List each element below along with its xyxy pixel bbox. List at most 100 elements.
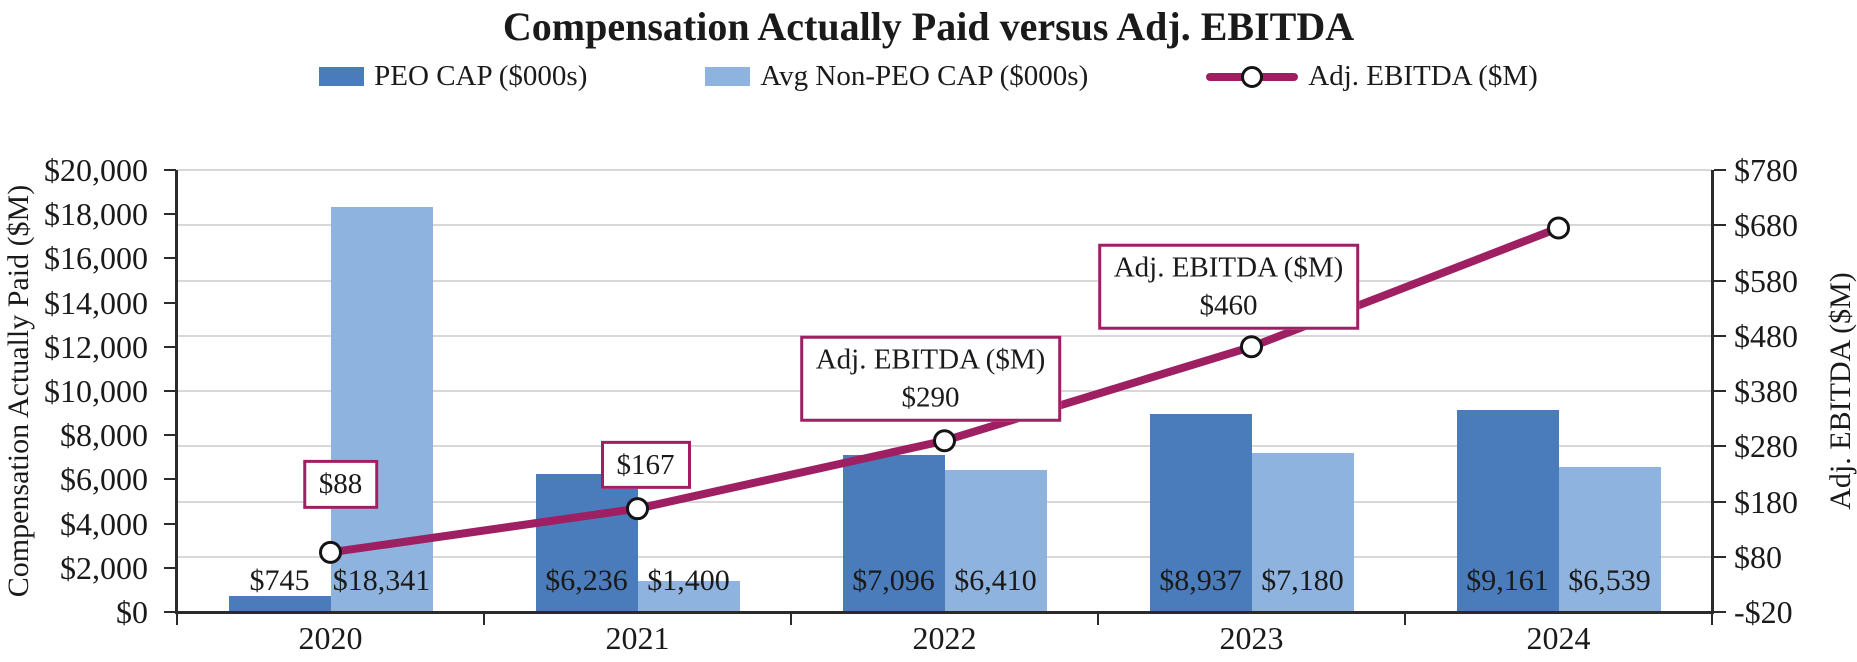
left-axis-tick xyxy=(164,345,176,348)
left-axis-tick-label: $4,000 xyxy=(60,505,148,542)
left-axis-tick xyxy=(164,169,176,171)
right-axis-tick xyxy=(1714,445,1726,448)
peo-cap-bar-2023 xyxy=(1149,414,1252,612)
right-axis-tick-label: $680 xyxy=(1734,207,1798,244)
left-axis-tick xyxy=(164,257,176,260)
x-axis-tick xyxy=(1097,613,1099,625)
x-axis-tick xyxy=(790,613,792,625)
left-axis-tick-label: $12,000 xyxy=(44,328,148,365)
peo-cap-value-label-2023: $8,937 xyxy=(1159,564,1242,597)
peo-cap-bar-swatch-icon xyxy=(319,67,365,86)
legend-item-ebitda: Adj. EBITDA ($M) xyxy=(1206,60,1538,93)
chart-title: Compensation Actually Paid versus Adj. E… xyxy=(502,4,1355,49)
non-peo-cap-value-label-2020: $18,341 xyxy=(332,564,431,597)
ebitda-marker xyxy=(626,497,649,521)
gridline xyxy=(177,279,1712,282)
peo-cap-value-label-2022: $7,096 xyxy=(852,564,935,597)
ebitda-callout-line: Adj. EBITDA ($M) xyxy=(815,343,1046,376)
right-axis-tick xyxy=(1714,390,1726,392)
legend-item-non-peo-cap: Avg Non-PEO CAP ($000s) xyxy=(705,60,1088,93)
right-axis-tick-label: $180 xyxy=(1734,483,1798,520)
legend-label-peo-cap: PEO CAP ($000s) xyxy=(374,60,588,92)
x-axis-label-2023: 2023 xyxy=(1219,620,1284,656)
right-axis-tick xyxy=(1714,224,1726,227)
right-axis-tick-label: $580 xyxy=(1734,262,1798,299)
ebitda-callout-line: $167 xyxy=(616,448,675,481)
right-axis-tick-label: $80 xyxy=(1734,538,1782,575)
right-axis-tick xyxy=(1714,500,1726,503)
non-peo-cap-value-label-2021: $1,400 xyxy=(647,564,730,597)
legend-label-non-peo-cap: Avg Non-PEO CAP ($000s) xyxy=(760,60,1089,92)
ebitda-callout-2022: Adj. EBITDA ($M) $290 xyxy=(799,335,1062,422)
ebitda-callout-line: $290 xyxy=(901,381,960,414)
left-axis-tick xyxy=(164,434,176,437)
non-peo-cap-value-label-2023: $7,180 xyxy=(1261,564,1344,597)
peo-cap-bar-2024 xyxy=(1456,409,1559,612)
peo-cap-bar-2022 xyxy=(842,455,945,612)
left-axis-tick xyxy=(164,390,176,392)
ebitda-line-marker-icon xyxy=(1206,65,1299,88)
peo-cap-bar-2021 xyxy=(535,474,638,612)
x-axis-tick xyxy=(1711,613,1713,625)
x-axis-label-2021: 2021 xyxy=(605,620,670,656)
non-peo-cap-bar-2024 xyxy=(1558,467,1661,612)
non-peo-cap-bar-swatch-icon xyxy=(705,67,751,86)
left-axis-tick xyxy=(164,213,176,216)
ebitda-callout-line: $460 xyxy=(1199,289,1258,322)
right-axis-tick xyxy=(1714,611,1726,613)
left-axis-tick-label: $6,000 xyxy=(60,461,148,498)
left-axis-line xyxy=(175,170,178,612)
right-axis-tick xyxy=(1714,334,1726,337)
left-axis-tick xyxy=(164,478,176,481)
x-axis-label-2022: 2022 xyxy=(912,620,977,656)
non-peo-cap-bar-2021 xyxy=(637,581,740,612)
non-peo-cap-bar-2023 xyxy=(1251,453,1354,612)
ebitda-marker xyxy=(1547,216,1570,240)
right-axis-line xyxy=(1711,170,1714,612)
left-axis-tick-label: $14,000 xyxy=(44,284,148,321)
ebitda-marker xyxy=(319,540,342,564)
gridline xyxy=(177,224,1712,227)
right-axis-tick-label: $480 xyxy=(1734,317,1798,354)
x-axis-label-2024: 2024 xyxy=(1526,620,1591,656)
x-axis-tick xyxy=(483,613,485,625)
left-axis-tick-label: $10,000 xyxy=(44,373,148,409)
ebitda-callout-line: $88 xyxy=(318,468,363,501)
left-axis-tick xyxy=(164,522,176,525)
left-axis-tick-label: $8,000 xyxy=(60,417,148,454)
left-axis-tick-label: $0 xyxy=(116,594,148,630)
peo-cap-value-label-2020: $745 xyxy=(249,564,310,597)
right-axis-tick-label: $280 xyxy=(1734,428,1798,465)
open-circle-marker-icon xyxy=(1241,65,1264,88)
right-axis-tick xyxy=(1714,279,1726,282)
non-peo-cap-value-label-2024: $6,539 xyxy=(1568,564,1651,597)
right-axis-tick-label: -$20 xyxy=(1734,594,1793,630)
x-axis-tick xyxy=(176,613,178,625)
right-axis-tick xyxy=(1714,169,1726,171)
non-peo-cap-bar-2022 xyxy=(944,470,1047,612)
left-axis-tick-label: $2,000 xyxy=(60,549,148,586)
legend: PEO CAP ($000s) Avg Non-PEO CAP ($000s) … xyxy=(0,60,1857,93)
ebitda-callout-2021: $167 xyxy=(600,440,691,489)
gridline xyxy=(177,169,1712,171)
x-axis-line xyxy=(175,611,1714,614)
legend-item-peo-cap: PEO CAP ($000s) xyxy=(319,60,587,93)
right-axis-tick-label: $380 xyxy=(1734,373,1798,409)
ebitda-callout-line: Adj. EBITDA ($M) xyxy=(1113,251,1344,284)
x-axis-label-2020: 2020 xyxy=(298,620,363,656)
x-axis-tick xyxy=(1404,613,1406,625)
legend-label-ebitda: Adj. EBITDA ($M) xyxy=(1308,60,1538,92)
left-axis-tick-label: $18,000 xyxy=(44,196,148,233)
left-axis-tick xyxy=(164,301,176,304)
left-axis-tick xyxy=(164,566,176,569)
peo-cap-value-label-2021: $6,236 xyxy=(545,564,628,597)
left-axis-tick xyxy=(164,611,176,613)
left-axis-tick-label: $16,000 xyxy=(44,240,148,277)
left-axis-tick-label: $20,000 xyxy=(44,152,148,188)
ebitda-callout-2023: Adj. EBITDA ($M) $460 xyxy=(1097,243,1360,331)
ebitda-marker xyxy=(1240,335,1263,359)
right-axis-tick xyxy=(1714,555,1726,558)
